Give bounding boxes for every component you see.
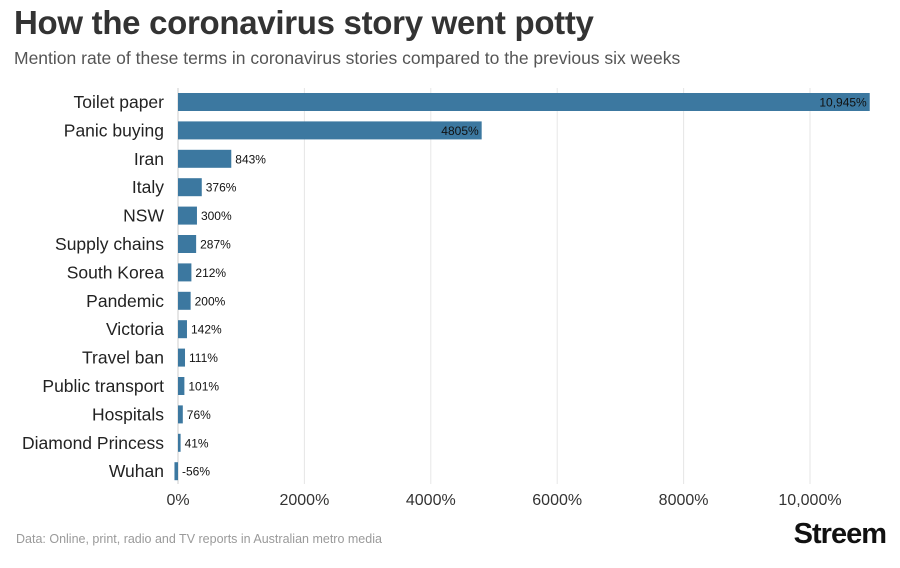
category-label: Panic buying: [64, 120, 164, 140]
value-label: 300%: [201, 209, 232, 223]
value-label: 376%: [206, 181, 237, 195]
value-label: 212%: [195, 266, 226, 280]
category-label: Wuhan: [109, 461, 164, 481]
category-label: Iran: [134, 149, 164, 169]
bar: [178, 149, 232, 168]
bar: [178, 433, 181, 452]
category-label: Public transport: [42, 376, 164, 396]
bar: [178, 93, 870, 111]
chart-title: How the coronavirus story went potty: [14, 4, 594, 41]
bar: [178, 235, 197, 253]
value-label: 10,945%: [819, 96, 867, 110]
x-axis-ticks: 0% 2000% 4000% 6000% 8000% 10,000%: [166, 492, 841, 509]
category-label: Toilet paper: [74, 92, 165, 112]
bar: [178, 377, 185, 395]
bar: [178, 405, 183, 424]
value-label: 101%: [188, 380, 219, 394]
category-label: South Korea: [67, 262, 165, 282]
bar: [178, 291, 191, 310]
value-label: 200%: [195, 294, 226, 308]
bar: [178, 263, 192, 282]
x-tick-label: 10,000%: [778, 492, 841, 509]
value-label: 41%: [185, 436, 209, 450]
bar: [174, 462, 178, 481]
chart-subtitle: Mention rate of these terms in coronavir…: [14, 48, 681, 68]
value-label: 76%: [187, 408, 211, 422]
bars: [174, 93, 870, 481]
value-label: 111%: [189, 351, 218, 365]
value-label: -56%: [182, 465, 210, 479]
value-labels: 10,945% 4805% 843% 376% 300% 287% 212% 200% 142%…: [182, 96, 867, 479]
value-label: 4805%: [441, 124, 479, 138]
bar-chart: Toilet paper Panic buying Iran Italy NSW Supp…: [22, 88, 870, 509]
bar: [178, 206, 197, 225]
category-labels: Toilet paper Panic buying Iran Italy NSW Supp…: [22, 92, 164, 481]
brand-logo: Streem: [793, 518, 887, 550]
bar: [178, 121, 482, 140]
category-label: Diamond Princess: [22, 433, 164, 453]
x-tick-label: 2000%: [279, 492, 329, 509]
x-tick-label: 0%: [166, 492, 189, 509]
category-label: NSW: [123, 206, 164, 226]
x-tick-label: 8000%: [659, 492, 709, 509]
category-label: Pandemic: [86, 291, 164, 311]
value-label: 287%: [200, 238, 231, 252]
category-label: Victoria: [106, 319, 164, 339]
category-label: Italy: [132, 177, 164, 197]
category-label: Supply chains: [55, 234, 164, 254]
category-label: Hospitals: [92, 404, 164, 424]
category-label: Travel ban: [82, 348, 164, 368]
gridlines: [177, 88, 811, 484]
source-note: Data: Online, print, radio and TV report…: [16, 532, 382, 546]
x-tick-label: 6000%: [532, 492, 582, 509]
x-tick-label: 4000%: [406, 492, 456, 509]
bar: [178, 348, 186, 367]
value-label: 843%: [235, 152, 266, 166]
value-label: 142%: [191, 323, 222, 337]
bar: [178, 178, 202, 197]
bar: [178, 320, 187, 339]
